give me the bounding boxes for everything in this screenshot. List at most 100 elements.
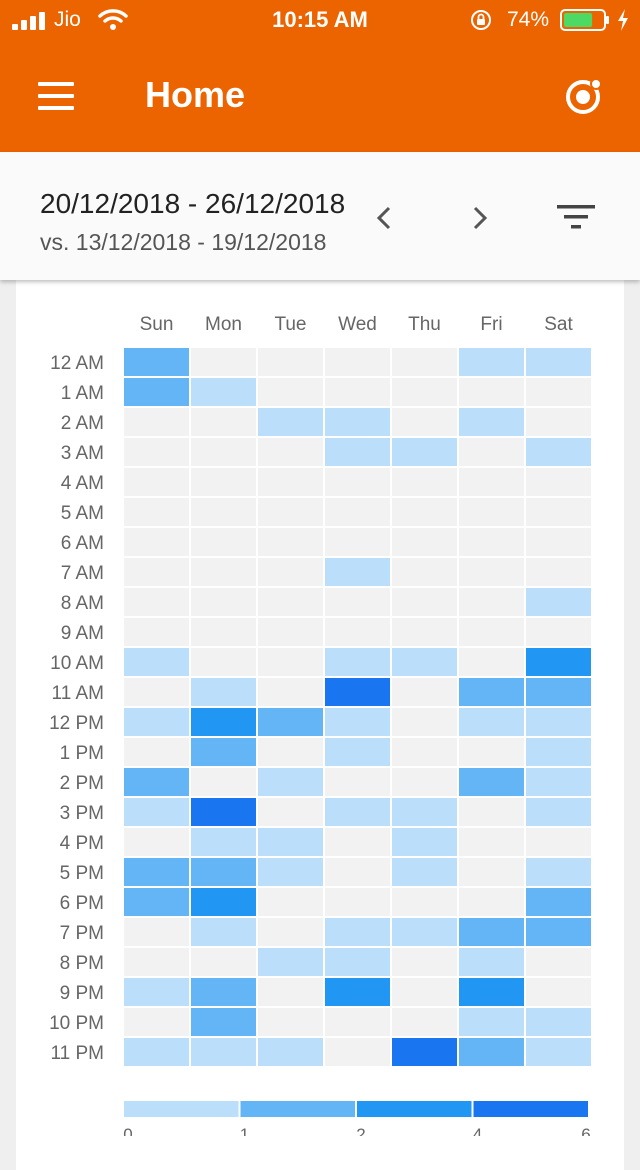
- heatmap-cell[interactable]: [325, 738, 390, 766]
- heatmap-cell[interactable]: [124, 528, 189, 556]
- heatmap-cell[interactable]: [124, 408, 189, 436]
- heatmap-cell[interactable]: [526, 648, 591, 676]
- heatmap-cell[interactable]: [392, 498, 457, 526]
- heatmap-cell[interactable]: [459, 528, 524, 556]
- heatmap-cell[interactable]: [124, 378, 189, 406]
- heatmap-cell[interactable]: [325, 1038, 390, 1066]
- heatmap-cell[interactable]: [392, 978, 457, 1006]
- heatmap-cell[interactable]: [124, 498, 189, 526]
- heatmap-cell[interactable]: [392, 858, 457, 886]
- heatmap-cell[interactable]: [392, 348, 457, 376]
- heatmap-cell[interactable]: [325, 498, 390, 526]
- heatmap-cell[interactable]: [526, 498, 591, 526]
- heatmap-cell[interactable]: [526, 768, 591, 796]
- heatmap-cell[interactable]: [124, 438, 189, 466]
- ionic-logo-icon[interactable]: [560, 74, 606, 120]
- heatmap-cell[interactable]: [258, 1008, 323, 1036]
- heatmap-cell[interactable]: [392, 648, 457, 676]
- heatmap-cell[interactable]: [124, 678, 189, 706]
- heatmap-cell[interactable]: [459, 408, 524, 436]
- heatmap-cell[interactable]: [325, 618, 390, 646]
- heatmap-cell[interactable]: [258, 888, 323, 916]
- heatmap-cell[interactable]: [325, 348, 390, 376]
- heatmap-cell[interactable]: [526, 828, 591, 856]
- heatmap-cell[interactable]: [191, 618, 256, 646]
- heatmap-cell[interactable]: [325, 858, 390, 886]
- heatmap-cell[interactable]: [526, 588, 591, 616]
- heatmap-cell[interactable]: [459, 618, 524, 646]
- heatmap-cell[interactable]: [124, 918, 189, 946]
- heatmap-cell[interactable]: [325, 678, 390, 706]
- heatmap-cell[interactable]: [325, 648, 390, 676]
- heatmap-cell[interactable]: [124, 888, 189, 916]
- heatmap-cell[interactable]: [459, 558, 524, 586]
- heatmap-cell[interactable]: [191, 438, 256, 466]
- heatmap-cell[interactable]: [325, 378, 390, 406]
- heatmap-cell[interactable]: [191, 408, 256, 436]
- heatmap-cell[interactable]: [392, 1038, 457, 1066]
- heatmap-cell[interactable]: [191, 888, 256, 916]
- heatmap-cell[interactable]: [124, 648, 189, 676]
- heatmap-cell[interactable]: [459, 798, 524, 826]
- heatmap-cell[interactable]: [191, 1008, 256, 1036]
- heatmap-cell[interactable]: [124, 738, 189, 766]
- heatmap-cell[interactable]: [526, 738, 591, 766]
- heatmap-cell[interactable]: [459, 468, 524, 496]
- heatmap-cell[interactable]: [392, 588, 457, 616]
- heatmap-cell[interactable]: [325, 918, 390, 946]
- heatmap-cell[interactable]: [526, 798, 591, 826]
- heatmap-cell[interactable]: [191, 678, 256, 706]
- heatmap-cell[interactable]: [258, 378, 323, 406]
- heatmap-cell[interactable]: [526, 1008, 591, 1036]
- heatmap-cell[interactable]: [526, 408, 591, 436]
- heatmap-cell[interactable]: [325, 558, 390, 586]
- heatmap-cell[interactable]: [392, 768, 457, 796]
- heatmap-cell[interactable]: [191, 978, 256, 1006]
- heatmap-cell[interactable]: [526, 978, 591, 1006]
- heatmap-cell[interactable]: [526, 528, 591, 556]
- heatmap-cell[interactable]: [124, 828, 189, 856]
- heatmap-cell[interactable]: [258, 408, 323, 436]
- heatmap-cell[interactable]: [392, 1008, 457, 1036]
- heatmap-cell[interactable]: [258, 1038, 323, 1066]
- heatmap-cell[interactable]: [191, 498, 256, 526]
- heatmap-cell[interactable]: [459, 648, 524, 676]
- heatmap-cell[interactable]: [124, 588, 189, 616]
- heatmap-cell[interactable]: [258, 528, 323, 556]
- heatmap-cell[interactable]: [258, 618, 323, 646]
- heatmap-cell[interactable]: [191, 828, 256, 856]
- heatmap-cell[interactable]: [325, 408, 390, 436]
- heatmap-cell[interactable]: [258, 918, 323, 946]
- heatmap-cell[interactable]: [124, 978, 189, 1006]
- heatmap-cell[interactable]: [258, 648, 323, 676]
- heatmap-cell[interactable]: [392, 618, 457, 646]
- heatmap-cell[interactable]: [258, 678, 323, 706]
- heatmap-cell[interactable]: [392, 798, 457, 826]
- heatmap-cell[interactable]: [392, 528, 457, 556]
- heatmap-cell[interactable]: [459, 828, 524, 856]
- heatmap-cell[interactable]: [258, 828, 323, 856]
- heatmap-cell[interactable]: [124, 948, 189, 976]
- heatmap-cell[interactable]: [191, 948, 256, 976]
- heatmap-cell[interactable]: [258, 768, 323, 796]
- heatmap-cell[interactable]: [392, 438, 457, 466]
- heatmap-cell[interactable]: [124, 768, 189, 796]
- heatmap-cell[interactable]: [392, 378, 457, 406]
- heatmap-cell[interactable]: [258, 348, 323, 376]
- heatmap-cell[interactable]: [191, 918, 256, 946]
- heatmap-cell[interactable]: [325, 438, 390, 466]
- heatmap-cell[interactable]: [258, 738, 323, 766]
- heatmap-cell[interactable]: [526, 378, 591, 406]
- heatmap-cell[interactable]: [124, 708, 189, 736]
- heatmap-cell[interactable]: [191, 528, 256, 556]
- heatmap-cell[interactable]: [325, 948, 390, 976]
- heatmap-cell[interactable]: [124, 1008, 189, 1036]
- filter-icon[interactable]: [556, 202, 596, 232]
- heatmap-cell[interactable]: [459, 888, 524, 916]
- heatmap-cell[interactable]: [124, 618, 189, 646]
- heatmap-cell[interactable]: [258, 978, 323, 1006]
- heatmap-cell[interactable]: [325, 828, 390, 856]
- heatmap-cell[interactable]: [325, 768, 390, 796]
- heatmap-cell[interactable]: [124, 1038, 189, 1066]
- heatmap-cell[interactable]: [526, 858, 591, 886]
